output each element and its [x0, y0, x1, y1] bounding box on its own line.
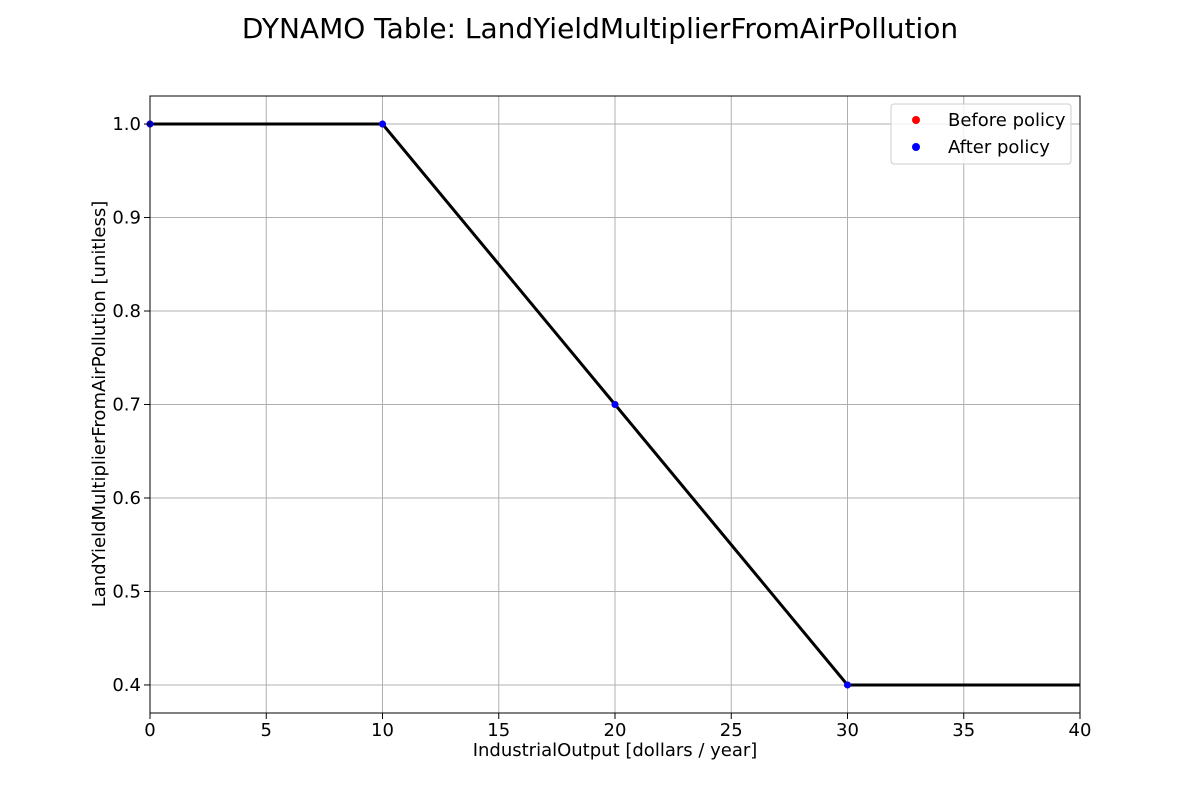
x-axis-ticks: 0 5 10 15 20 25 30 35 40	[144, 713, 1091, 741]
x-tick-label: 25	[720, 720, 743, 741]
legend: Before policy After policy	[890, 103, 1072, 165]
y-axis-label: LandYieldMultiplierFromAirPollution [uni…	[89, 201, 110, 608]
x-tick-label: 35	[952, 720, 975, 741]
point-after-policy	[379, 120, 386, 128]
y-tick-label: 0.4	[112, 675, 141, 696]
y-tick-label: 0.5	[112, 581, 141, 602]
y-tick-label: 1.0	[112, 114, 141, 135]
x-tick-label: 0	[144, 720, 155, 741]
x-axis-label: IndustrialOutput [dollars / year]	[473, 740, 758, 761]
y-tick-label: 0.6	[112, 488, 141, 509]
y-tick-label: 0.8	[112, 301, 141, 322]
point-after-policy	[611, 401, 619, 408]
x-tick-label: 30	[836, 720, 859, 741]
x-tick-label: 5	[261, 720, 272, 741]
y-tick-label: 0.7	[112, 395, 141, 416]
legend-label-before-policy: Before policy	[948, 110, 1066, 131]
x-tick-label: 15	[487, 720, 510, 741]
x-tick-label: 40	[1069, 720, 1092, 741]
x-tick-label: 10	[371, 720, 394, 741]
y-tick-label: 0.9	[112, 208, 141, 229]
legend-marker-before-policy	[912, 116, 920, 124]
x-tick-label: 20	[604, 720, 627, 741]
legend-box	[890, 103, 1072, 165]
y-axis-ticks: 0.4 0.5 0.6 0.7 0.8 0.9 1.0	[112, 114, 150, 696]
chart-title: DYNAMO Table: LandYieldMultiplierFromAir…	[242, 12, 958, 45]
legend-label-after-policy: After policy	[948, 137, 1050, 158]
legend-marker-after-policy	[912, 143, 920, 151]
point-after-policy	[844, 681, 851, 689]
